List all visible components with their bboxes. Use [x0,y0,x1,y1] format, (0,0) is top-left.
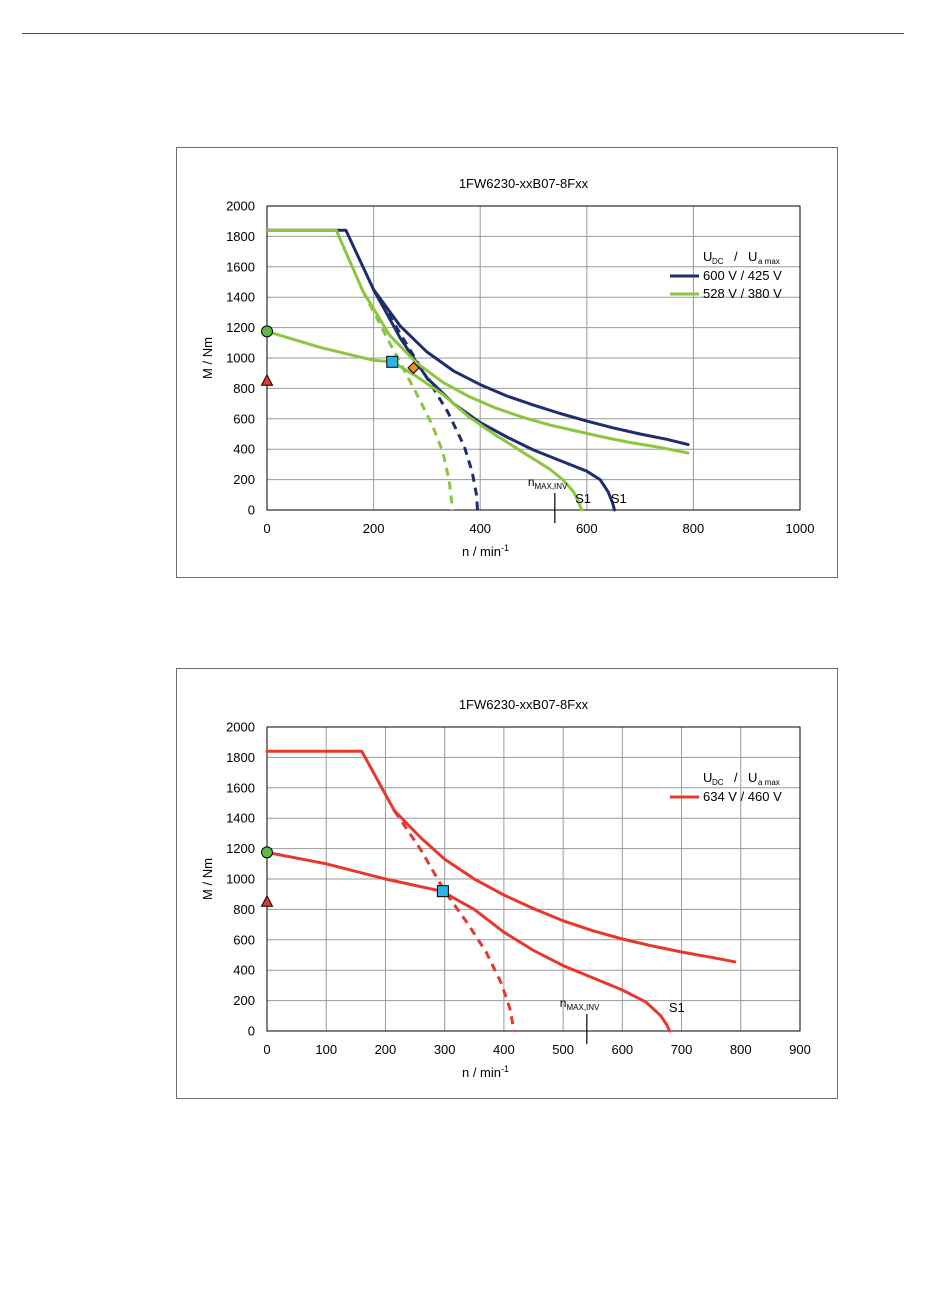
y-axis-label: M / Nm [200,858,215,900]
legend-header-ua-sub: a max [758,257,780,266]
s1-annotation: S1 [575,491,591,506]
y-tick-label: 400 [233,442,255,457]
circle-marker [261,325,273,338]
chart-2-svg: 0 200 400 600 800 1000 1200 1400 1600 1800 2000 0 10… [200,697,811,1080]
x-tick-label: 400 [493,1042,515,1057]
series-1 [265,749,737,1033]
x-tick-label: 200 [363,521,385,536]
plot-border [266,205,801,511]
legend-header-ua: U [748,249,757,264]
y-tick-label: 200 [233,993,255,1008]
x-tick-label: 300 [434,1042,456,1057]
x-tick-label: 0 [263,521,270,536]
y-tick-label: 1200 [226,841,255,856]
x-axis-label: n / min-1 [462,1064,509,1080]
x-tick-label: 0 [263,1042,270,1057]
x-axis-label-main: n / min [462,544,501,559]
legend-header-udc-sub: DC [712,257,724,266]
series-2-curve-3-dashed [361,290,454,511]
y-tick-label: 2000 [226,720,255,735]
y-tick-label: 0 [248,503,255,518]
y-tick-label: 1200 [226,320,255,335]
y-tick-label: 1800 [226,229,255,244]
legend-header-sep: / [734,770,738,785]
y-tick-label: 600 [233,411,255,426]
series-1 [265,228,690,512]
x-tick-label: 400 [469,521,491,536]
legend-header-sep: / [734,249,738,264]
n-max-label-main: n [528,475,535,489]
s1-annotation: S1 [669,1000,685,1015]
s1-annotation: S1 [611,491,627,506]
x-axis-label-sup: -1 [501,1064,509,1074]
series-1-curve-2 [265,850,672,1033]
y-tick-label: 1400 [226,811,255,826]
x-tick-label: 800 [730,1042,752,1057]
x-tick-label: 600 [611,1042,633,1057]
y-axis-label: M / Nm [200,337,215,379]
y-tick-label: 1600 [226,780,255,795]
x-tick-label: 600 [576,521,598,536]
triangle-marker [260,373,274,386]
n-max-label: nMAX,INV [560,996,600,1012]
n-max-label-main: n [560,996,567,1010]
chart-title: 1FW6230-xxB07-8Fxx [459,697,589,712]
chart-1-svg: 0 200 400 600 800 1000 1200 1400 1600 1800 2000 0 20… [200,176,815,559]
square-marker [386,355,399,368]
n-max-label: nMAX,INV [528,475,568,491]
y-tick-label: 1000 [226,351,255,366]
y-tick-label: 600 [233,932,255,947]
circle-marker [261,846,273,859]
x-axis-label-sup: -1 [501,543,509,553]
page-header-rule [22,33,904,34]
legend-header-udc-sub: DC [712,778,724,787]
series-1-curve-3-dashed [372,288,479,511]
chart-title: 1FW6230-xxB07-8Fxx [459,176,589,191]
y-tick-label: 1800 [226,750,255,765]
legend-label-2: 528 V / 380 V [703,286,782,301]
x-tick-label: 100 [315,1042,337,1057]
x-tick-label: 900 [789,1042,811,1057]
series-2-curve-2 [265,329,583,512]
x-tick-label: 200 [375,1042,397,1057]
legend-header-udc: U [703,770,712,785]
y-tick-label: 1600 [226,259,255,274]
x-axis-label: n / min-1 [462,543,509,559]
plot-border [266,726,801,1032]
y-tick-label: 1400 [226,290,255,305]
legend-header-udc: U [703,249,712,264]
y-tick-label: 400 [233,963,255,978]
series-1-curve-3-dashed [393,809,516,1032]
series-1-curve-1 [265,749,737,964]
square-marker [436,885,449,898]
n-max-label-sub: MAX,INV [535,482,569,491]
legend-header-ua: U [748,770,757,785]
diamond-marker [407,361,420,375]
triangle-marker [260,894,274,907]
torque-speed-chart-2: 0 200 400 600 800 1000 1200 1400 1600 1800 2000 0 10… [176,668,838,1099]
y-tick-label: 200 [233,472,255,487]
series-2 [265,228,690,512]
y-tick-label: 2000 [226,199,255,214]
legend-header-ua-sub: a max [758,778,780,787]
x-tick-label: 500 [552,1042,574,1057]
y-tick-label: 1000 [226,872,255,887]
x-tick-label: 1000 [786,521,815,536]
n-max-label-sub: MAX,INV [566,1003,600,1012]
x-axis-label-main: n / min [462,1065,501,1080]
x-tick-label: 700 [671,1042,693,1057]
torque-speed-chart-1: 0 200 400 600 800 1000 1200 1400 1600 1800 2000 0 20… [176,147,838,578]
legend-label-1: 600 V / 425 V [703,268,782,283]
legend-label-1: 634 V / 460 V [703,789,782,804]
y-tick-label: 800 [233,902,255,917]
y-tick-label: 800 [233,381,255,396]
y-tick-label: 0 [248,1024,255,1039]
x-tick-label: 800 [683,521,705,536]
